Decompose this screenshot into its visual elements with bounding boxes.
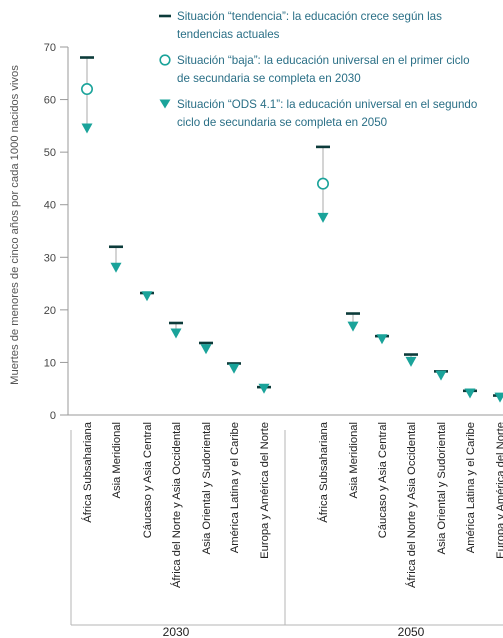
category-labels: África Subsahariana Asia Meridional Cáucas… [81, 421, 503, 638]
category-label: Asia Oriental y Sudoriental [436, 422, 448, 554]
category-label: Europa y América del Norte [495, 422, 503, 559]
ods41-marker [141, 291, 153, 302]
group-label-2050: 2050 [398, 625, 425, 638]
category-label: Asia Meridional [348, 422, 360, 498]
y-tick-label: 10 [44, 357, 56, 369]
category-label: Cáucaso y Asia Central [377, 422, 389, 538]
ods41-marker [200, 344, 212, 355]
ods41-marker [347, 321, 359, 332]
baja-marker [81, 83, 94, 96]
ods41-marker [405, 356, 417, 367]
ods41-marker [81, 123, 93, 134]
ods41-marker [317, 212, 329, 223]
category-label: Cáucaso y Asia Central [142, 422, 154, 538]
legend: Situación “tendencia”: la educación crec… [159, 10, 477, 129]
legend-text: Situación “ODS 4.1”: la educación univer… [177, 98, 477, 111]
y-tick-label: 50 [44, 147, 56, 159]
legend-text: de secundaria se completa en 2030 [177, 72, 361, 85]
category-label: América Latina y el Caribe [465, 422, 477, 553]
ods41-marker [435, 370, 447, 381]
category-label: África del Norte y Asia Occidental [405, 422, 418, 588]
group-separators [70, 430, 503, 626]
ods41-marker [110, 262, 122, 273]
ods41-marker [228, 363, 240, 374]
ods41-marker [258, 383, 270, 394]
y-tick-label: 30 [44, 252, 56, 264]
y-axis-ticks: 0 10 20 30 40 50 60 70 [44, 42, 503, 422]
y-tick-label: 20 [44, 305, 56, 317]
ods41-marker [464, 388, 476, 399]
legend-circle-marker [159, 54, 171, 66]
legend-text: ciclo de secundaria se completa en 2050 [177, 116, 387, 129]
legend-text: tendencias actuales [177, 28, 280, 41]
y-tick-label: 40 [44, 200, 56, 212]
ods41-marker [494, 392, 503, 403]
y-tick-label: 60 [44, 95, 56, 107]
baja-marker [316, 177, 329, 190]
legend-triangle-marker [159, 99, 171, 109]
category-label: África Subsahariana [81, 421, 94, 523]
legend-text: Situación “tendencia”: la educación crec… [177, 10, 442, 23]
category-label: América Latina y el Caribe [229, 422, 241, 553]
ods41-marker [376, 334, 388, 345]
category-label: Europa y América del Norte [259, 422, 271, 559]
category-label: África Subsahariana [317, 421, 330, 523]
legend-text: Situación “baja”: la educación universal… [177, 54, 470, 67]
category-label: África del Norte y Asia Occidental [170, 422, 183, 588]
data-marks [80, 56, 503, 403]
ods41-marker [170, 328, 182, 339]
y-axis-title: Muertes de menores de cinco años por cad… [9, 65, 21, 385]
group-label-2030: 2030 [163, 625, 190, 638]
y-tick-label: 70 [44, 42, 56, 54]
y-tick-label: 0 [50, 410, 56, 422]
category-label: Asia Meridional [111, 422, 123, 498]
category-label: Asia Oriental y Sudoriental [201, 422, 213, 554]
